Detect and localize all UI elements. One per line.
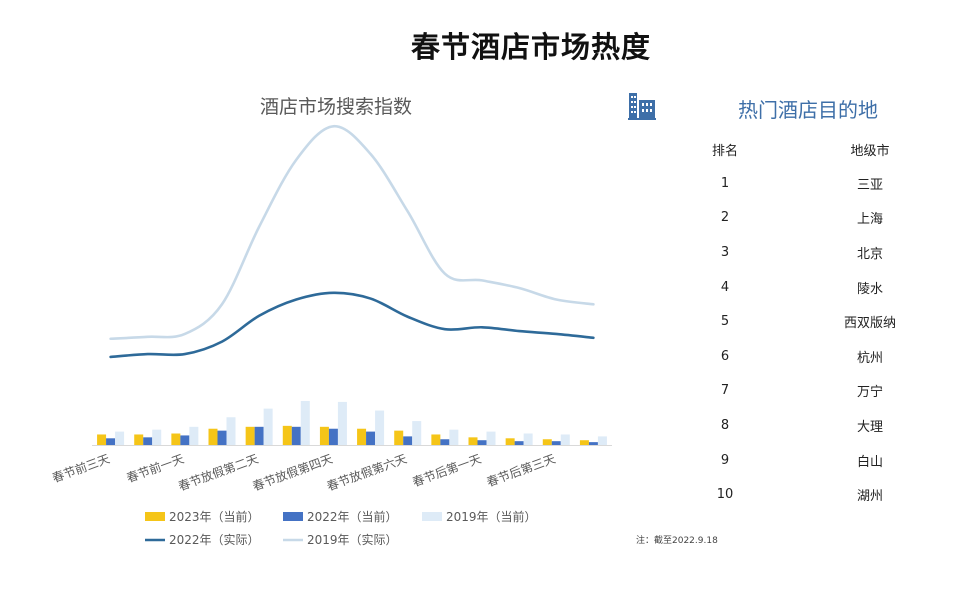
bar-2023 [97,434,107,445]
bar-2022 [254,426,264,445]
date-note: 注：截至2022.9.18 [636,536,718,546]
bar-2019 [263,408,273,445]
rank-cell: 9 [720,452,730,468]
bar-2022 [217,430,227,445]
bar-2022 [143,437,153,445]
line-2022-actual [109,291,595,359]
table-row: 8 大理 [630,408,920,443]
city-cell: 大理 [856,419,883,435]
bar-2023 [134,434,144,445]
rank-cell: 1 [720,175,730,191]
page-title: 春节酒店市场热度 [410,30,651,64]
bar-2023 [208,428,218,445]
rank-cell: 4 [720,279,730,295]
bar-2023 [505,438,515,445]
rank-cell: 7 [720,383,730,399]
rank-cell: 3 [720,244,730,260]
table-row: 5 西双版纳 [630,304,920,339]
table-row: 1 三亚 [630,166,920,201]
table-row: 2 上海 [630,201,920,236]
bar-2023 [282,425,292,445]
city-cell: 西双版纳 [843,316,896,332]
bar-2022 [291,426,301,445]
rank-cell: 5 [720,314,730,330]
x-tick-label: 春节前三天 [50,451,112,486]
bar-2023 [468,437,478,445]
city-cell: 北京 [856,246,883,262]
bar-2023 [431,434,441,445]
bar-2023 [357,428,367,445]
city-cell: 上海 [856,212,883,228]
bar-2019 [560,434,570,445]
rank-cell: 6 [720,348,730,364]
bar-2023 [319,426,329,445]
ranking-title: 热门酒店目的地 [738,98,878,122]
bar-2019 [115,431,125,445]
bar-2022 [551,441,561,445]
legend-label: 2022年（当前） [307,509,398,524]
chart-title: 酒店市场搜索指数 [260,96,412,118]
table-row: 7 万宁 [630,374,920,409]
x-tick-label: 春节放假第四天 [250,451,334,494]
legend-swatch [145,512,165,521]
x-tick-label: 春节放假第二天 [176,451,260,494]
city-cell: 陵水 [856,281,883,297]
bar-2022 [440,439,450,445]
bar-2022 [588,442,598,445]
bar-2023 [542,439,552,445]
bar-2019 [189,426,199,445]
city-cell: 杭州 [856,350,883,366]
legend-label: 2019年（当前） [446,509,537,524]
bar-2019 [486,431,496,445]
rank-cell: 8 [720,417,730,433]
city-cell: 白山 [856,454,883,470]
bar-2019 [300,400,310,445]
x-tick-label: 春节后第三天 [485,452,557,490]
bar-2022 [328,428,338,445]
search-index-chart: 酒店市场搜索指数春节前三天 春节前一天春节放假第二天春节放假第四天春节放假第六天春… [50,96,612,547]
bar-2022 [477,440,487,445]
bar-2022 [403,436,413,445]
bar-2019 [449,429,459,445]
city-cell: 万宁 [856,385,883,401]
bar-2022 [366,431,376,445]
bar-2022 [514,441,524,445]
bar-2019 [523,433,533,445]
bar-2023 [394,430,404,445]
rank-cell: 2 [720,210,730,226]
legend-label: 2023年（当前） [169,509,260,524]
legend-swatch [422,512,442,521]
table-row: 3 北京 [630,235,920,270]
rank-header: 排名 [711,143,738,159]
legend-swatch [283,512,303,521]
hotel-building-icon [628,93,656,120]
bar-2023 [245,426,255,445]
city-cell: 三亚 [856,177,883,193]
bar-2023 [171,433,181,445]
bar-2019 [337,401,347,445]
line-2019-actual [109,124,595,341]
bar-2023 [579,440,589,445]
bar-2019 [226,417,236,445]
rank-cell: 10 [716,487,734,503]
bar-2019 [597,436,607,445]
city-cell: 湖州 [856,489,883,505]
x-tick-label: 春节后第一天 [411,452,483,490]
legend-label: 2022年（实际） [169,532,260,547]
bar-2019 [375,410,385,445]
table-row: 10 湖州 [630,477,920,512]
city-header: 地级市 [850,143,890,159]
table-row: 4 陵水 [630,270,920,305]
bar-2019 [412,421,422,445]
ranking-table: 排名 地级市 1 三亚 2 上海 3 北京 4 陵水 5 西双版纳 6 杭州 7 万宁 8 大理 9 白山 10 湖州 [630,132,920,512]
bar-2019 [152,429,162,445]
legend-label: 2019年（实际） [307,532,398,547]
x-tick-label: 春节放假第六天 [325,451,409,494]
table-row: 9 白山 [630,443,920,478]
bar-2022 [180,435,190,445]
bar-2022 [106,438,116,445]
table-row: 6 杭州 [630,339,920,374]
